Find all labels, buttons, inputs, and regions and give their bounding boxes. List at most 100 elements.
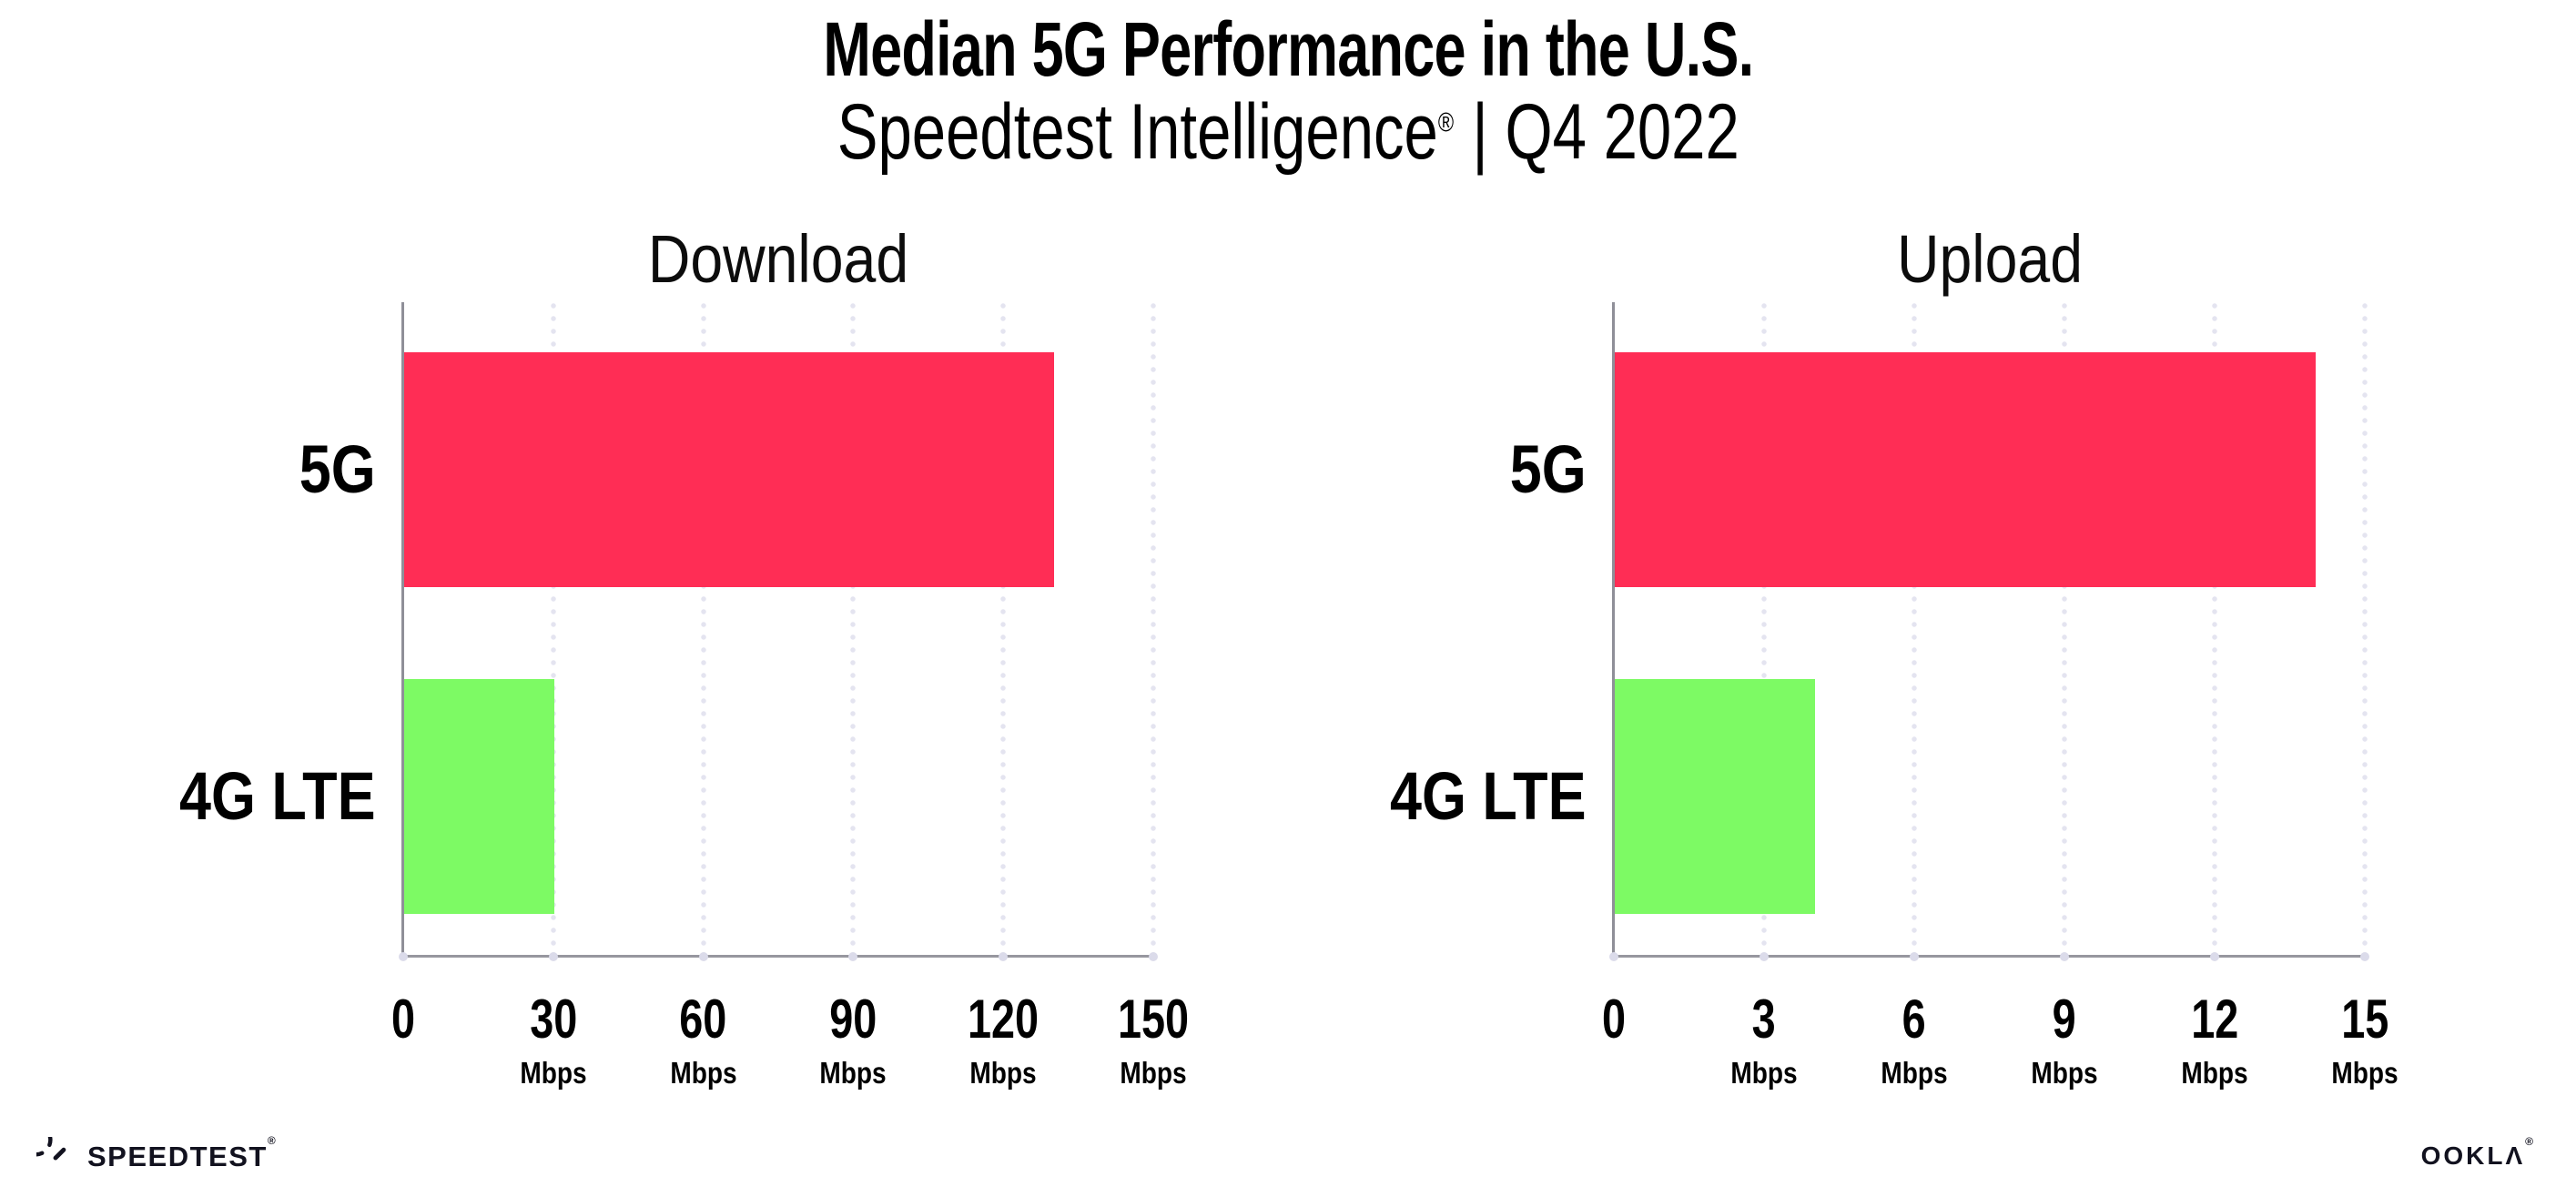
x-tick-value: 60 bbox=[664, 992, 743, 1047]
registered-mark: ® bbox=[1437, 107, 1454, 138]
x-tick-unit: Mbps bbox=[1875, 1058, 1953, 1088]
x-tick-150: 150 Mbps bbox=[1108, 992, 1199, 1089]
axis-tick-dot-9 bbox=[2060, 951, 2069, 961]
category-label-text: 5G bbox=[299, 431, 376, 507]
gridline-150 bbox=[1151, 302, 1156, 956]
axis-tick-dot-150 bbox=[1149, 951, 1158, 961]
x-tick-unit: Mbps bbox=[1725, 1058, 1803, 1088]
x-tick-value-text: 0 bbox=[390, 989, 416, 1050]
x-tick-unit-text: Mbps bbox=[969, 1056, 1037, 1090]
x-tick-value-text: 15 bbox=[2340, 989, 2389, 1050]
speedtest-gauge-icon bbox=[36, 1137, 66, 1161]
x-tick-unit-text: Mbps bbox=[1881, 1056, 1948, 1090]
ookla-registered-mark: ® bbox=[2525, 1135, 2536, 1148]
x-tick-unit: Mbps bbox=[2175, 1058, 2254, 1088]
x-tick-unit: Mbps bbox=[2326, 1058, 2404, 1088]
y-axis-line bbox=[401, 302, 404, 956]
axis-tick-dot-120 bbox=[999, 951, 1009, 961]
x-tick-value: 15 bbox=[2326, 992, 2404, 1047]
speedtest-wordmark: SPEEDTEST® bbox=[87, 1135, 277, 1172]
axis-tick-dot-30 bbox=[548, 951, 558, 961]
axis-tick-dot-0 bbox=[399, 951, 408, 961]
x-tick-unit-text: Mbps bbox=[2031, 1056, 2098, 1090]
upload-chart: Upload 0 3 Mbps 6 Mbps 9 Mbps 12 Mbps 15 Mbps 5G 4G … bbox=[1390, 221, 2399, 1088]
x-tick-value: 9 bbox=[2025, 992, 2104, 1047]
x-tick-unit: Mbps bbox=[664, 1058, 743, 1088]
x-tick-120: 120 Mbps bbox=[958, 992, 1049, 1089]
subtitle-brand: Speedtest Intelligence bbox=[837, 88, 1438, 176]
x-tick-12: 12 Mbps bbox=[2175, 992, 2254, 1089]
x-tick-unit-text: Mbps bbox=[819, 1056, 887, 1090]
x-tick-6: 6 Mbps bbox=[1875, 992, 1953, 1089]
x-tick-9: 9 Mbps bbox=[2025, 992, 2104, 1089]
x-tick-value: 6 bbox=[1875, 992, 1953, 1047]
x-tick-90: 90 Mbps bbox=[814, 992, 892, 1089]
x-tick-0: 0 bbox=[388, 992, 418, 1047]
download-chart-title: Download bbox=[628, 220, 928, 298]
page-subtitle: Speedtest Intelligence® | Q4 2022 bbox=[0, 87, 2576, 178]
gridline-12 bbox=[2212, 302, 2217, 956]
category-label-5g: 5G bbox=[1204, 436, 1587, 503]
category-label-5g: 5G bbox=[0, 436, 376, 503]
x-tick-value-text: 0 bbox=[1601, 989, 1627, 1050]
x-tick-value: 150 bbox=[1108, 992, 1199, 1047]
speedtest-logo: SPEEDTEST® bbox=[36, 1135, 277, 1175]
upload-plot-area: 0 3 Mbps 6 Mbps 9 Mbps 12 Mbps 15 Mbps 5G 4G LTE bbox=[1390, 302, 2399, 1088]
axis-tick-dot-0 bbox=[1609, 951, 1618, 961]
subtitle-period: | Q4 2022 bbox=[1472, 88, 1739, 176]
speedtest-registered-mark: ® bbox=[267, 1133, 278, 1147]
axis-tick-dot-6 bbox=[1910, 951, 1919, 961]
axis-tick-dot-3 bbox=[1760, 951, 1769, 961]
axis-tick-dot-12 bbox=[2210, 951, 2219, 961]
bar-5g bbox=[1615, 352, 2316, 587]
y-axis-line bbox=[1612, 302, 1615, 956]
gridline-120 bbox=[1000, 302, 1007, 956]
x-tick-value: 0 bbox=[1598, 992, 1628, 1047]
x-tick-unit: Mbps bbox=[2025, 1058, 2104, 1088]
x-tick-value: 90 bbox=[814, 992, 892, 1047]
x-axis-line bbox=[401, 955, 1155, 958]
x-tick-unit: Mbps bbox=[958, 1058, 1049, 1088]
gridline-60 bbox=[700, 302, 706, 956]
x-tick-value-text: 12 bbox=[2190, 989, 2239, 1050]
x-tick-value-text: 3 bbox=[1751, 989, 1777, 1050]
x-tick-value-text: 30 bbox=[529, 989, 577, 1050]
gridline-30 bbox=[550, 302, 556, 956]
footer: SPEEDTEST® OOKLΛ® bbox=[36, 1133, 2536, 1179]
x-tick-unit-text: Mbps bbox=[1730, 1056, 1798, 1090]
x-tick-value: 30 bbox=[514, 992, 593, 1047]
x-tick-15: 15 Mbps bbox=[2326, 992, 2404, 1089]
x-tick-unit: Mbps bbox=[1108, 1058, 1199, 1088]
page-title-text: Median 5G Performance in the U.S. bbox=[822, 6, 1754, 92]
x-tick-unit-text: Mbps bbox=[669, 1056, 737, 1090]
x-tick-value-text: 90 bbox=[829, 989, 877, 1050]
category-label-text: 4G LTE bbox=[1390, 758, 1587, 834]
x-axis-line bbox=[1612, 955, 2367, 958]
x-tick-value-text: 120 bbox=[968, 989, 1040, 1050]
x-tick-value: 12 bbox=[2175, 992, 2254, 1047]
x-tick-30: 30 Mbps bbox=[514, 992, 593, 1089]
category-label-4g-lte: 4G LTE bbox=[1204, 763, 1587, 830]
bar-5g bbox=[404, 352, 1055, 587]
speedtest-wordmark-text: SPEEDTEST bbox=[87, 1140, 268, 1172]
x-tick-0: 0 bbox=[1598, 992, 1628, 1047]
x-tick-unit: Mbps bbox=[814, 1058, 892, 1088]
gridline-9 bbox=[2062, 302, 2067, 956]
upload-chart-title-text: Upload bbox=[1896, 221, 2083, 297]
download-plot-area: 0 30 Mbps 60 Mbps 90 Mbps 120 Mbps 150 Mbps 5G 4G LT… bbox=[179, 302, 1189, 1088]
x-tick-value-text: 60 bbox=[679, 989, 727, 1050]
x-tick-unit-text: Mbps bbox=[2331, 1056, 2399, 1090]
x-tick-value: 120 bbox=[958, 992, 1049, 1047]
gridline-3 bbox=[1761, 302, 1767, 956]
download-chart-title-text: Download bbox=[647, 221, 909, 297]
x-tick-value-text: 150 bbox=[1117, 989, 1190, 1050]
x-tick-value-text: 9 bbox=[2052, 989, 2077, 1050]
axis-tick-dot-90 bbox=[848, 951, 858, 961]
x-tick-unit-text: Mbps bbox=[1120, 1056, 1187, 1090]
page-title: Median 5G Performance in the U.S. bbox=[0, 5, 2576, 94]
gridline-90 bbox=[850, 302, 857, 956]
bar-4g-lte bbox=[1615, 679, 1815, 914]
gridline-15 bbox=[2362, 302, 2368, 956]
x-tick-value: 0 bbox=[388, 992, 418, 1047]
axis-tick-dot-15 bbox=[2360, 951, 2369, 961]
